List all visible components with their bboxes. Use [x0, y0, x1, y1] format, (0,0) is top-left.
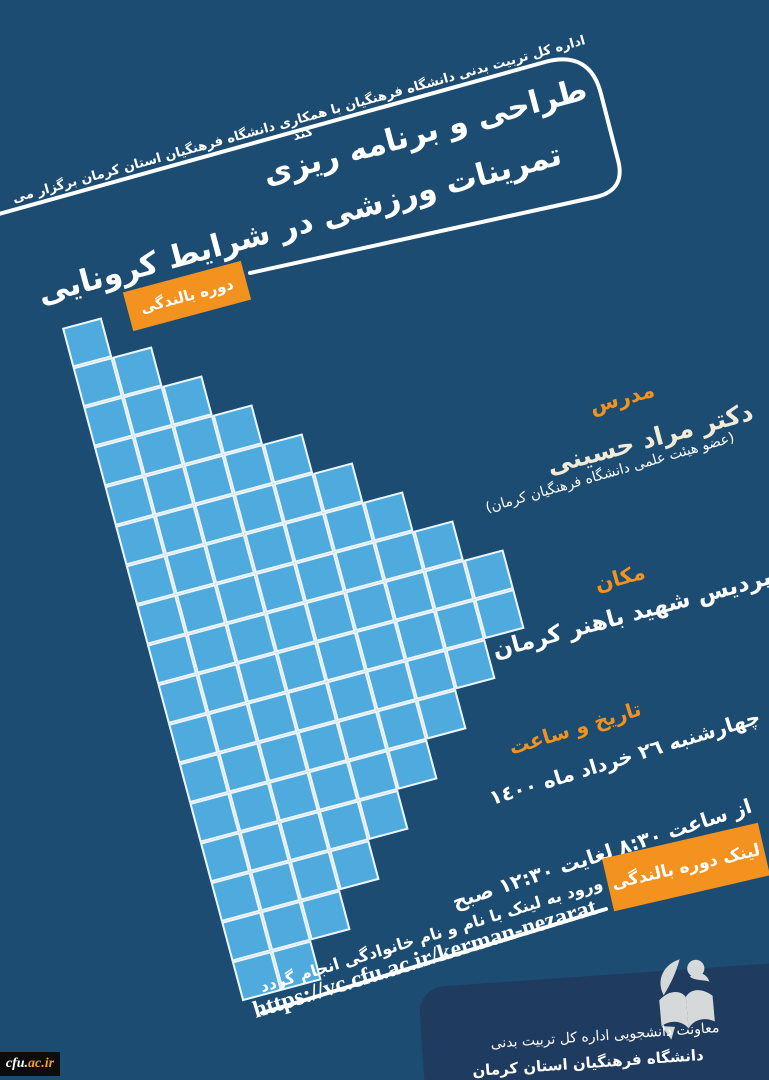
website-tag-suffix: ac.ir: [28, 1056, 55, 1071]
website-tag-prefix: cfu.: [5, 1056, 29, 1071]
farhangian-university-logo-icon: [659, 959, 715, 1040]
website-tag: cfu.ac.ir: [0, 1052, 60, 1076]
instructor-label: مدرس: [586, 377, 658, 419]
